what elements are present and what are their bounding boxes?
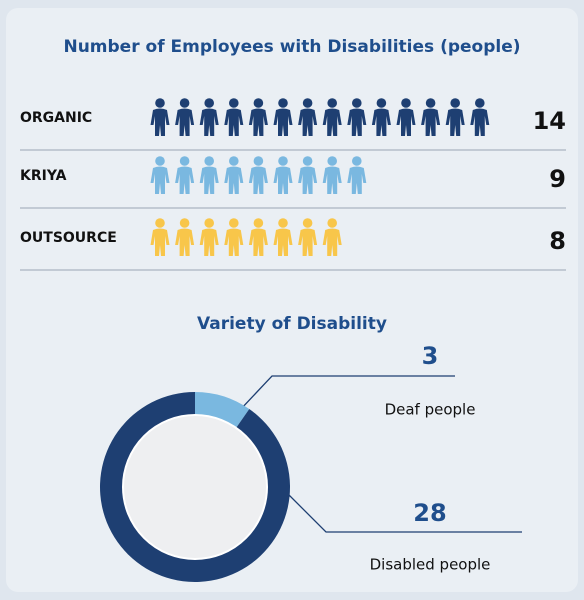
leader-lines	[239, 375, 522, 533]
person-head	[229, 156, 239, 166]
category-label: ORGANIC	[20, 110, 92, 126]
person-body	[470, 108, 490, 136]
person-body	[371, 108, 391, 136]
person-body	[248, 108, 268, 136]
person-body	[298, 108, 318, 136]
pictogram-title: Number of Employees with Disabilities (p…	[63, 37, 520, 57]
leader-line	[239, 375, 455, 411]
person-body	[150, 228, 170, 256]
person-head	[155, 156, 165, 166]
donut-hole	[122, 414, 268, 560]
person-body	[199, 228, 219, 256]
person-head	[204, 98, 214, 108]
person-body	[224, 228, 244, 256]
person-body	[445, 108, 465, 136]
person-body	[273, 228, 293, 256]
person-head	[376, 98, 387, 108]
value-label: 8	[549, 227, 566, 255]
person-body	[150, 108, 170, 136]
value-label: 14	[533, 107, 566, 135]
person-head	[229, 98, 239, 108]
category-label: Disabled people	[370, 556, 491, 574]
person-head	[179, 156, 190, 166]
person-body	[421, 108, 441, 136]
person-body	[199, 166, 219, 194]
person-body	[322, 108, 342, 136]
person-body	[248, 228, 268, 256]
person-head	[327, 98, 338, 108]
person-head	[204, 156, 214, 166]
person-head	[278, 218, 288, 228]
person-head	[155, 98, 165, 108]
donut-title: Variety of Disability	[197, 314, 387, 334]
person-head	[229, 218, 239, 228]
person-body	[273, 166, 293, 194]
person-body	[175, 166, 195, 194]
person-body	[224, 108, 244, 136]
person-head	[302, 98, 313, 108]
value-label: 3	[422, 342, 439, 370]
person-body	[248, 166, 268, 194]
value-label: 28	[413, 499, 446, 527]
person-head	[302, 218, 313, 228]
icon-row	[150, 218, 342, 256]
category-label: OUTSOURCE	[20, 230, 117, 246]
person-head	[179, 98, 190, 108]
person-body	[347, 166, 367, 194]
category-label: Deaf people	[385, 401, 476, 419]
value-label: 9	[549, 165, 566, 193]
donut-segment	[195, 392, 250, 428]
person-body	[298, 166, 318, 194]
person-head	[253, 218, 264, 228]
person-body	[322, 228, 342, 256]
person-body	[347, 108, 367, 136]
person-head	[475, 98, 485, 108]
person-body	[150, 166, 170, 194]
leader-line	[281, 487, 522, 533]
person-head	[302, 156, 313, 166]
person-head	[352, 98, 362, 108]
person-head	[352, 156, 362, 166]
person-head	[278, 156, 288, 166]
person-body	[298, 228, 318, 256]
person-body	[175, 108, 195, 136]
icon-row	[150, 156, 367, 194]
person-head	[204, 218, 214, 228]
panel	[6, 8, 578, 592]
person-body	[175, 228, 195, 256]
person-head	[450, 98, 461, 108]
person-body	[396, 108, 416, 136]
category-label: KRIYA	[20, 168, 67, 184]
person-head	[327, 218, 338, 228]
person-head	[327, 156, 338, 166]
person-head	[401, 98, 411, 108]
person-head	[155, 218, 165, 228]
person-body	[199, 108, 219, 136]
person-body	[273, 108, 293, 136]
person-body	[322, 166, 342, 194]
person-head	[425, 98, 436, 108]
person-head	[179, 218, 190, 228]
person-head	[253, 156, 264, 166]
person-body	[224, 166, 244, 194]
person-head	[278, 98, 288, 108]
person-head	[253, 98, 264, 108]
icon-row	[150, 98, 490, 136]
